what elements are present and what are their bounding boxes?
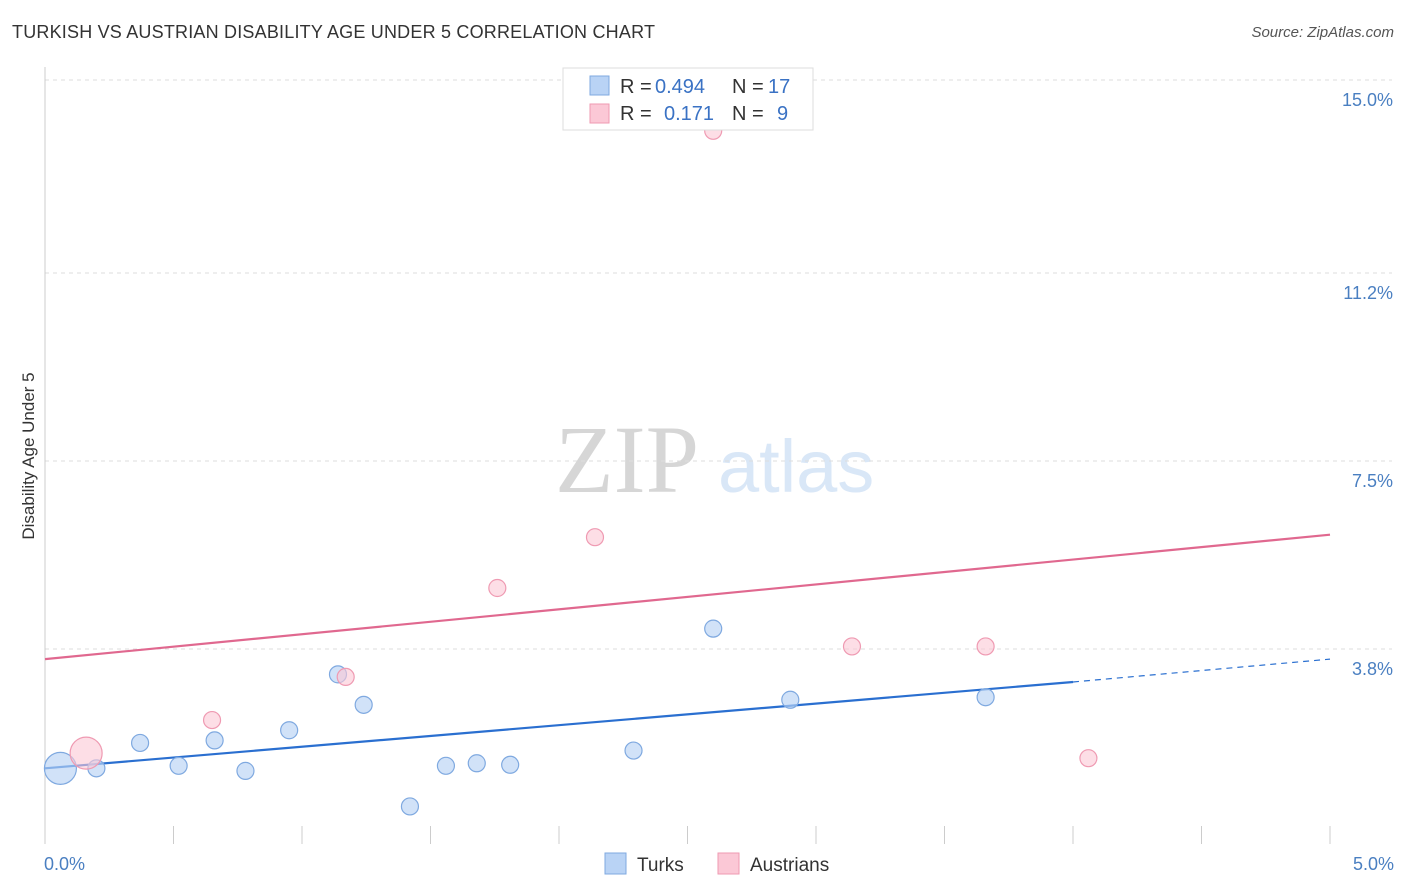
grid-layer: [45, 79, 1392, 650]
turks-trend-line: [44, 680, 1074, 770]
turks-point: [624, 741, 643, 760]
bottom-legend-turks: Turks: [637, 855, 684, 876]
chart-title: TURKISH VS AUSTRIAN DISABILITY AGE UNDER…: [12, 22, 656, 42]
austrians-point: [1079, 749, 1098, 768]
turks-point: [205, 731, 224, 750]
turks-point: [354, 695, 373, 714]
legend-swatch-turks: [589, 75, 610, 96]
austrians-point: [202, 710, 222, 730]
legend-swatch-austrians: [589, 103, 610, 124]
turks-point: [43, 751, 78, 785]
turks-point: [236, 761, 255, 780]
source-label: Source: ZipAtlas.com: [1251, 24, 1394, 41]
turks-point: [436, 756, 456, 775]
turks-point: [169, 756, 188, 775]
turks-point: [280, 721, 299, 740]
legend-austrians-r-label: R =: [620, 103, 652, 125]
bottom-legend: Turks Austrians: [604, 852, 829, 876]
turks-point: [704, 619, 723, 638]
austrians-point: [585, 528, 605, 547]
x-tick-label-min: 0.0%: [44, 854, 85, 874]
legend-turks-n-label: N =: [732, 76, 764, 98]
legend-austrians-n-value: 9: [777, 103, 788, 125]
legend-turks-r-label: R =: [620, 76, 652, 98]
legend-turks-r-value: 0.494: [655, 76, 705, 98]
austrians-point: [976, 637, 995, 656]
top-legend: R = 0.494 N = 17 R = 0.171 N = 9: [562, 67, 814, 131]
legend-austrians-r-value: 0.171: [664, 103, 714, 125]
y-tick-label: 3.8%: [1352, 659, 1393, 679]
turks-point: [976, 688, 995, 707]
legend-turks-n-value: 17: [768, 76, 790, 98]
austrians-point: [336, 667, 355, 687]
x-tick-label-max: 5.0%: [1353, 854, 1394, 874]
trend-layer: [44, 533, 1331, 770]
turks-point: [501, 755, 520, 774]
austrians-point: [488, 578, 507, 598]
turks-point: [467, 754, 486, 773]
austrians-point: [842, 637, 862, 656]
austrians-point: [69, 736, 103, 770]
turks-point: [130, 733, 150, 753]
austrians-trend-line: [44, 533, 1331, 661]
bottom-legend-swatch-turks: [604, 852, 627, 875]
turks-point: [781, 690, 800, 709]
y-tick-label: 15.0%: [1342, 90, 1393, 110]
y-tick-label: 11.2%: [1343, 283, 1393, 303]
y-axis-title: Disability Age Under 5: [19, 372, 38, 539]
bottom-legend-swatch-austrians: [717, 852, 740, 875]
y-tick-label: 7.5%: [1352, 471, 1393, 491]
point-layer: [43, 121, 1098, 816]
bottom-legend-austrians: Austrians: [750, 855, 829, 876]
turks-point: [400, 797, 420, 816]
turks-trend-extension: [1072, 658, 1331, 683]
legend-austrians-n-label: N =: [732, 103, 764, 125]
axis-layer: 3.8% 7.5% 11.2% 15.0%: [44, 67, 1393, 844]
watermark-zip: ZIP: [555, 406, 699, 513]
watermark-atlas: atlas: [718, 425, 874, 508]
